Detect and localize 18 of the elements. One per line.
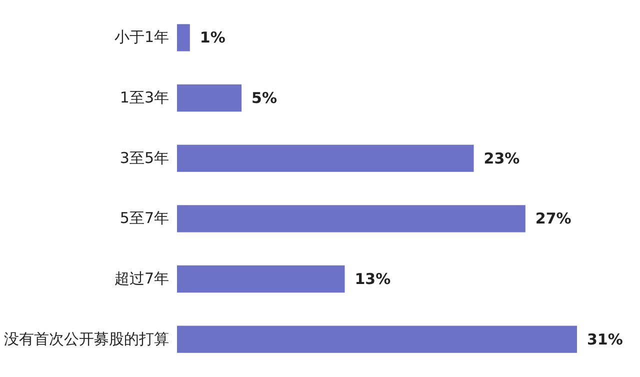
bar [177, 84, 242, 112]
bar [177, 144, 474, 172]
y-tick-label: 没有首次公开募股的打算 [4, 330, 169, 348]
data-label: 5% [252, 89, 277, 108]
y-tick-label: 超过7年 [114, 269, 169, 288]
data-label: 1% [200, 28, 226, 47]
bar [177, 205, 526, 232]
bar [177, 265, 345, 293]
bar [177, 24, 190, 52]
data-label: 31% [587, 330, 623, 348]
y-tick-label: 1至3年 [120, 88, 169, 107]
y-tick-label: 小于1年 [114, 28, 169, 46]
bar [177, 326, 577, 353]
data-label: 27% [535, 210, 572, 228]
data-label: 23% [484, 149, 520, 168]
y-tick-label: 3至5年 [120, 148, 169, 167]
y-tick-label: 5至7年 [120, 209, 169, 228]
data-label: 13% [354, 270, 391, 288]
